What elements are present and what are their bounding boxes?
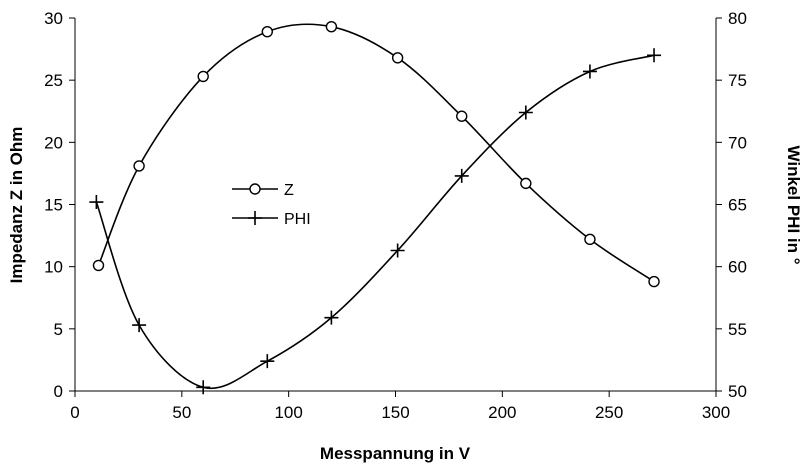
x-axis-title: Messpannung in V — [320, 444, 471, 463]
point-z-7 — [520, 177, 532, 190]
y-right-tick-label-60: 60 — [728, 258, 747, 277]
y-right-tick-label-50: 50 — [728, 382, 747, 401]
point-phi-1 — [132, 318, 147, 333]
tick-labels: 0 50 100 150 200 250 300 0 5 10 15 20 25 30 50 55 60 65 70… — [44, 9, 747, 422]
point-phi-6 — [454, 168, 469, 183]
y-right-tick-label-55: 55 — [728, 320, 747, 339]
point-z-8 — [584, 233, 596, 246]
point-z-6 — [456, 110, 468, 122]
series-lines — [95, 23, 655, 390]
legend-phi-label: PHI — [284, 211, 311, 228]
point-phi-9 — [647, 48, 662, 63]
y-left-tick-label-20: 20 — [44, 133, 63, 152]
x-tick-label-300: 300 — [702, 403, 730, 422]
x-tick-label-50: 50 — [172, 403, 191, 422]
y-right-tick-label-80: 80 — [728, 9, 747, 28]
legend-z-label: Z — [284, 182, 294, 199]
y-right-tick-label-75: 75 — [728, 71, 747, 90]
y-axis-left-title: Impedanz Z in Ohm — [7, 127, 26, 284]
y-left-tick-label-30: 30 — [44, 9, 63, 28]
y-axis-right-title: Winkel PHI in ° — [784, 145, 800, 264]
point-phi-5 — [390, 243, 405, 258]
series-phi-line — [95, 54, 655, 390]
point-phi-8 — [582, 64, 597, 79]
legend: Z PHI — [232, 182, 311, 228]
point-z-3 — [261, 25, 273, 38]
point-z-1 — [133, 160, 145, 172]
y-left-tick-label-0: 0 — [54, 382, 63, 401]
tick-marks — [69, 17, 722, 397]
y-right-tick-label-70: 70 — [728, 133, 747, 152]
y-left-tick-label-10: 10 — [44, 258, 63, 277]
axes — [74, 18, 717, 392]
x-tick-label-250: 250 — [595, 403, 623, 422]
point-z-0 — [92, 259, 105, 272]
point-phi-2 — [196, 380, 211, 395]
y-left-tick-label-5: 5 — [54, 320, 63, 339]
series-z-line — [97, 23, 655, 283]
x-tick-label-150: 150 — [381, 403, 409, 422]
point-phi-0 — [89, 195, 104, 210]
x-tick-label-100: 100 — [274, 403, 302, 422]
y-left-tick-label-15: 15 — [44, 196, 63, 215]
point-z-2 — [197, 70, 209, 83]
y-right-tick-label-65: 65 — [728, 196, 747, 215]
point-phi-4 — [324, 310, 339, 325]
point-phi-3 — [260, 354, 275, 369]
point-phi-7 — [518, 105, 533, 120]
point-z-4 — [325, 21, 338, 33]
x-tick-label-200: 200 — [488, 403, 516, 422]
point-z-5 — [391, 52, 404, 64]
y-left-tick-label-25: 25 — [44, 71, 63, 90]
legend-phi-marker — [248, 211, 262, 225]
legend-z-marker — [249, 183, 261, 195]
x-tick-label-0: 0 — [70, 403, 79, 422]
series-markers — [89, 21, 662, 395]
point-z-9 — [648, 275, 660, 288]
